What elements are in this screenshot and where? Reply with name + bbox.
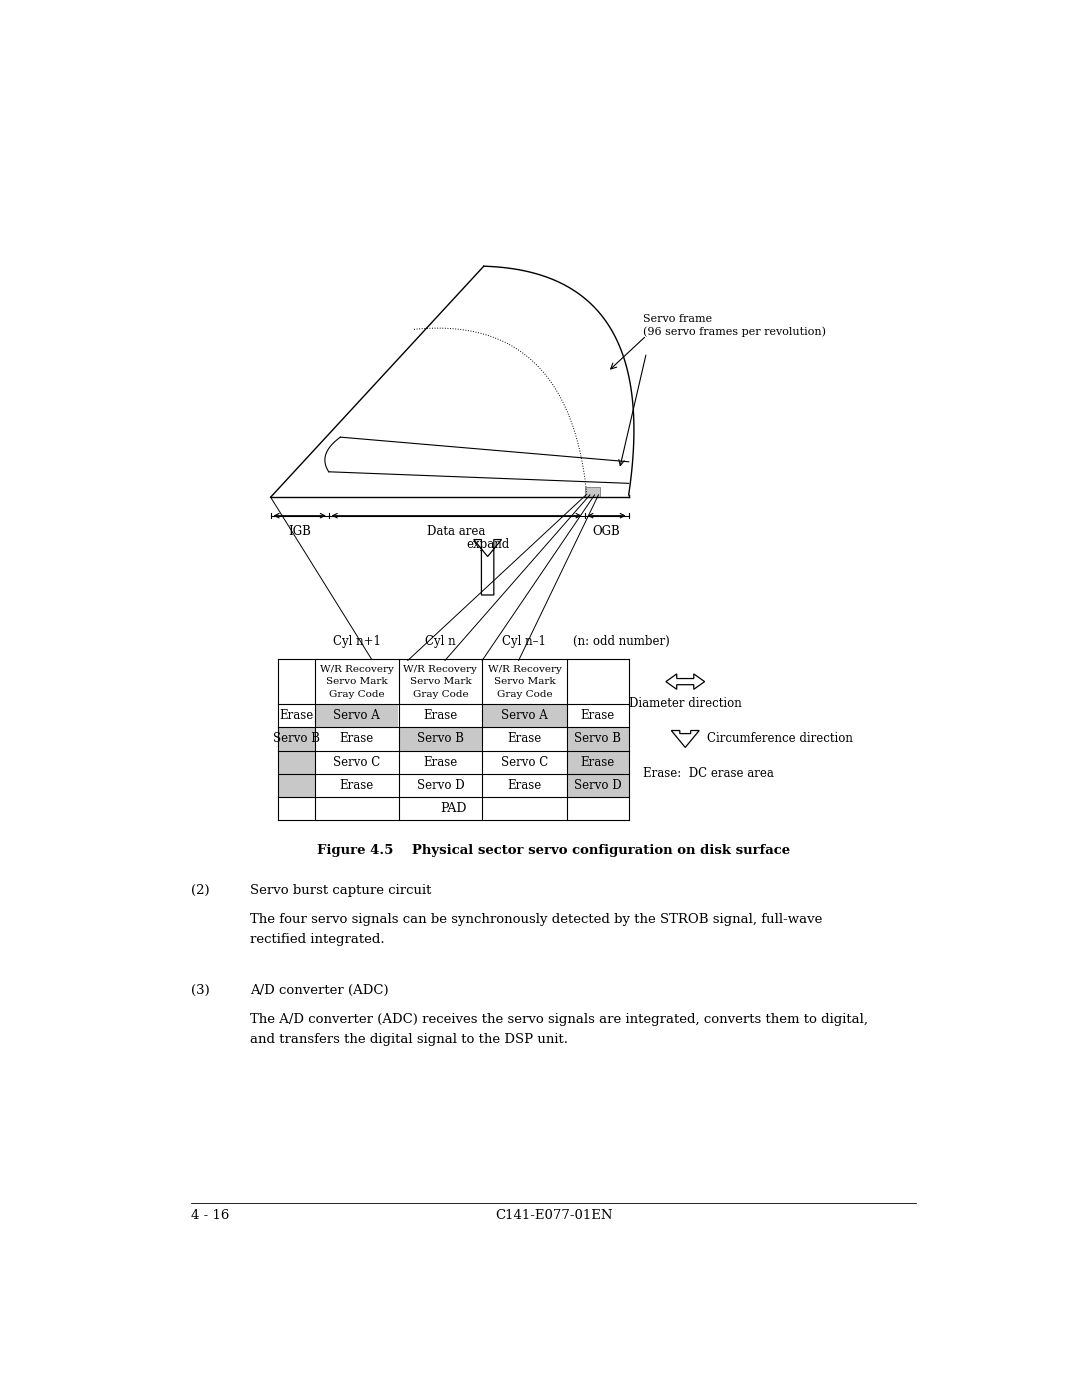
Bar: [399, 728, 482, 750]
Text: Erase:  DC erase area: Erase: DC erase area: [643, 767, 773, 780]
Text: (2): (2): [191, 884, 210, 897]
Text: (n: odd number): (n: odd number): [572, 636, 670, 648]
Text: Servo B: Servo B: [575, 732, 621, 746]
Text: W/R Recovery
Servo Mark
Gray Code: W/R Recovery Servo Mark Gray Code: [487, 665, 562, 698]
Text: Servo burst capture circuit: Servo burst capture circuit: [249, 884, 431, 897]
Bar: [482, 774, 567, 796]
Bar: [314, 774, 399, 796]
Bar: [482, 659, 567, 704]
Polygon shape: [474, 539, 501, 595]
Bar: [482, 704, 567, 728]
Text: IGB: IGB: [288, 525, 311, 538]
Bar: [279, 774, 314, 796]
Text: Erase: Erase: [280, 710, 313, 722]
Bar: [279, 659, 314, 704]
Text: expand: expand: [465, 538, 510, 550]
Text: Cyl n: Cyl n: [426, 636, 456, 648]
Text: The four servo signals can be synchronously detected by the STROB signal, full-w: The four servo signals can be synchronou…: [249, 914, 822, 946]
Text: Erase: Erase: [581, 756, 615, 768]
Text: Erase: Erase: [508, 778, 541, 792]
Bar: [567, 750, 629, 774]
Text: Servo B: Servo B: [417, 732, 463, 746]
Bar: [314, 659, 399, 704]
Text: Servo frame
(96 servo frames per revolution): Servo frame (96 servo frames per revolut…: [643, 314, 825, 337]
Text: C141-E077-01EN: C141-E077-01EN: [495, 1208, 612, 1222]
Text: Diameter direction: Diameter direction: [629, 697, 742, 710]
Bar: [314, 704, 399, 728]
Text: 4 - 16: 4 - 16: [191, 1208, 229, 1222]
Bar: [399, 659, 482, 704]
Bar: [314, 750, 399, 774]
Text: Erase: Erase: [339, 778, 374, 792]
Text: Servo B: Servo B: [273, 732, 320, 746]
Text: Erase: Erase: [581, 710, 615, 722]
Polygon shape: [672, 731, 699, 747]
Text: Erase: Erase: [339, 732, 374, 746]
Text: Circumference direction: Circumference direction: [707, 732, 853, 746]
Text: OGB: OGB: [593, 525, 621, 538]
Text: W/R Recovery
Servo Mark
Gray Code: W/R Recovery Servo Mark Gray Code: [320, 665, 393, 698]
Bar: [279, 750, 314, 774]
Bar: [279, 704, 314, 728]
Text: The A/D converter (ADC) receives the servo signals are integrated, converts them: The A/D converter (ADC) receives the ser…: [249, 1013, 867, 1045]
Polygon shape: [666, 673, 704, 689]
Text: Servo C: Servo C: [501, 756, 548, 768]
Bar: [567, 728, 629, 750]
Text: Servo C: Servo C: [333, 756, 380, 768]
Bar: [279, 728, 314, 750]
Bar: [399, 774, 482, 796]
Text: (3): (3): [191, 983, 210, 997]
Bar: [567, 659, 629, 704]
Bar: [567, 704, 629, 728]
Text: Erase: Erase: [423, 756, 458, 768]
Text: Cyl n+1: Cyl n+1: [333, 636, 380, 648]
Bar: [399, 750, 482, 774]
Bar: [314, 728, 399, 750]
Text: Cyl n–1: Cyl n–1: [502, 636, 546, 648]
Bar: [279, 796, 629, 820]
Text: Servo A: Servo A: [501, 710, 548, 722]
Bar: [482, 750, 567, 774]
Text: Erase: Erase: [423, 710, 458, 722]
Bar: [567, 774, 629, 796]
Text: Figure 4.5    Physical sector servo configuration on disk surface: Figure 4.5 Physical sector servo configu…: [316, 844, 791, 856]
Text: W/R Recovery
Servo Mark
Gray Code: W/R Recovery Servo Mark Gray Code: [404, 665, 477, 698]
Text: Erase: Erase: [508, 732, 541, 746]
Text: Servo A: Servo A: [334, 710, 380, 722]
Bar: [482, 728, 567, 750]
Text: PAD: PAD: [441, 802, 467, 814]
Text: Servo D: Servo D: [573, 778, 621, 792]
Text: Servo D: Servo D: [417, 778, 464, 792]
Bar: [584, 488, 600, 497]
Text: Data area: Data area: [428, 525, 486, 538]
Text: A/D converter (ADC): A/D converter (ADC): [249, 983, 389, 997]
Bar: [399, 704, 482, 728]
